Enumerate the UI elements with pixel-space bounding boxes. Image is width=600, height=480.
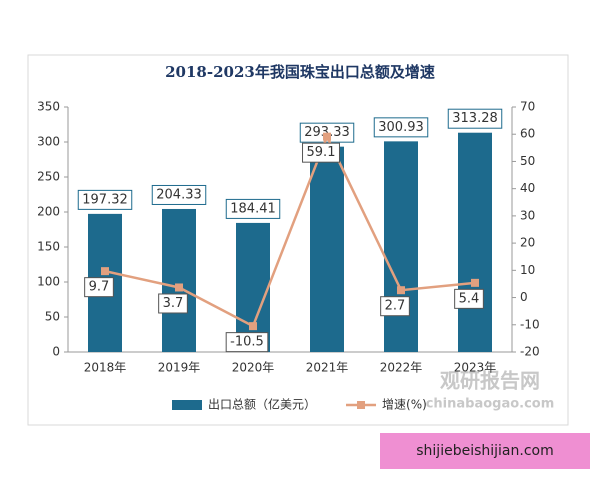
- label-box: [225, 332, 269, 353]
- x-tick-label: 2021年: [306, 361, 349, 375]
- y2-tick-label: 40: [520, 181, 535, 195]
- bar-value-label: 313.28: [452, 111, 498, 126]
- line-marker: [323, 132, 331, 141]
- bar: [236, 222, 270, 352]
- y-tick-label: 100: [37, 275, 60, 289]
- watermark: chinabaogao.com: [426, 397, 555, 412]
- y2-tick-label: 30: [520, 208, 535, 222]
- line-marker: [249, 322, 257, 331]
- label-box: [151, 184, 207, 205]
- legend-swatch: [172, 400, 202, 410]
- line-marker: [175, 283, 183, 292]
- line-marker: [101, 267, 109, 276]
- line-marker: [471, 278, 479, 287]
- y2-tick-label: 70: [520, 100, 535, 114]
- y2-tick-label: 50: [520, 154, 535, 168]
- y2-tick-label: -20: [520, 345, 540, 359]
- bar-value-label: 204.33: [156, 187, 202, 202]
- label-box: [225, 198, 281, 219]
- legend-label: 增速(%): [382, 398, 427, 412]
- x-tick-label: 2018年: [84, 361, 127, 375]
- y2-tick-label: 10: [520, 263, 535, 277]
- line: [104, 133, 476, 328]
- label-box: [447, 108, 503, 129]
- bar-value-label: 197.32: [82, 192, 128, 207]
- line-value-label: 9.7: [89, 280, 110, 295]
- line-value-label: -10.5: [230, 335, 264, 350]
- watermark: 观研报告网: [440, 369, 540, 393]
- y2-tick-label: 0: [520, 290, 528, 304]
- bar-value-label: 184.41: [230, 201, 276, 216]
- line-value-label: 5.4: [459, 291, 480, 306]
- bar: [458, 132, 492, 352]
- bar: [162, 208, 196, 352]
- bar-value-label: 300.93: [378, 120, 424, 135]
- label-box: [84, 277, 114, 298]
- footer-text: shijiebeishijian.com: [416, 443, 553, 459]
- y-tick-label: 0: [52, 345, 60, 359]
- bar: [310, 146, 344, 352]
- label-box: [454, 288, 484, 309]
- y-tick-label: 350: [37, 100, 60, 114]
- label-box: [299, 122, 355, 143]
- line-value-label: 3.7: [163, 296, 184, 311]
- y-tick-label: 150: [37, 240, 60, 254]
- label-box: [302, 142, 340, 163]
- chart-title: 2018-2023年我国珠宝出口总额及增速: [165, 63, 435, 81]
- y2-tick-label: -10: [520, 317, 540, 331]
- y-tick-label: 50: [45, 310, 60, 324]
- label-box: [77, 189, 133, 210]
- bar: [384, 141, 418, 352]
- legend-swatch: [357, 401, 366, 409]
- label-box: [158, 293, 188, 314]
- legend-label: 出口总额（亿美元）: [208, 397, 316, 412]
- line-value-label: 59.1: [307, 145, 336, 160]
- label-box: [373, 117, 429, 138]
- x-tick-label: 2019年: [158, 361, 201, 375]
- line-marker: [397, 286, 405, 295]
- label-box: [380, 296, 410, 317]
- y-tick-label: 250: [37, 170, 60, 184]
- x-tick-label: 2023年: [454, 361, 497, 375]
- x-tick-label: 2022年: [380, 361, 423, 375]
- y2-tick-label: 20: [520, 236, 535, 250]
- footer-box: [380, 433, 590, 469]
- line-value-label: 2.7: [385, 299, 406, 314]
- y2-tick-label: 60: [520, 127, 535, 141]
- x-tick-label: 2020年: [232, 361, 275, 375]
- y-tick-label: 200: [37, 205, 60, 219]
- bar-value-label: 293.33: [304, 125, 350, 140]
- y-tick-label: 300: [37, 135, 60, 149]
